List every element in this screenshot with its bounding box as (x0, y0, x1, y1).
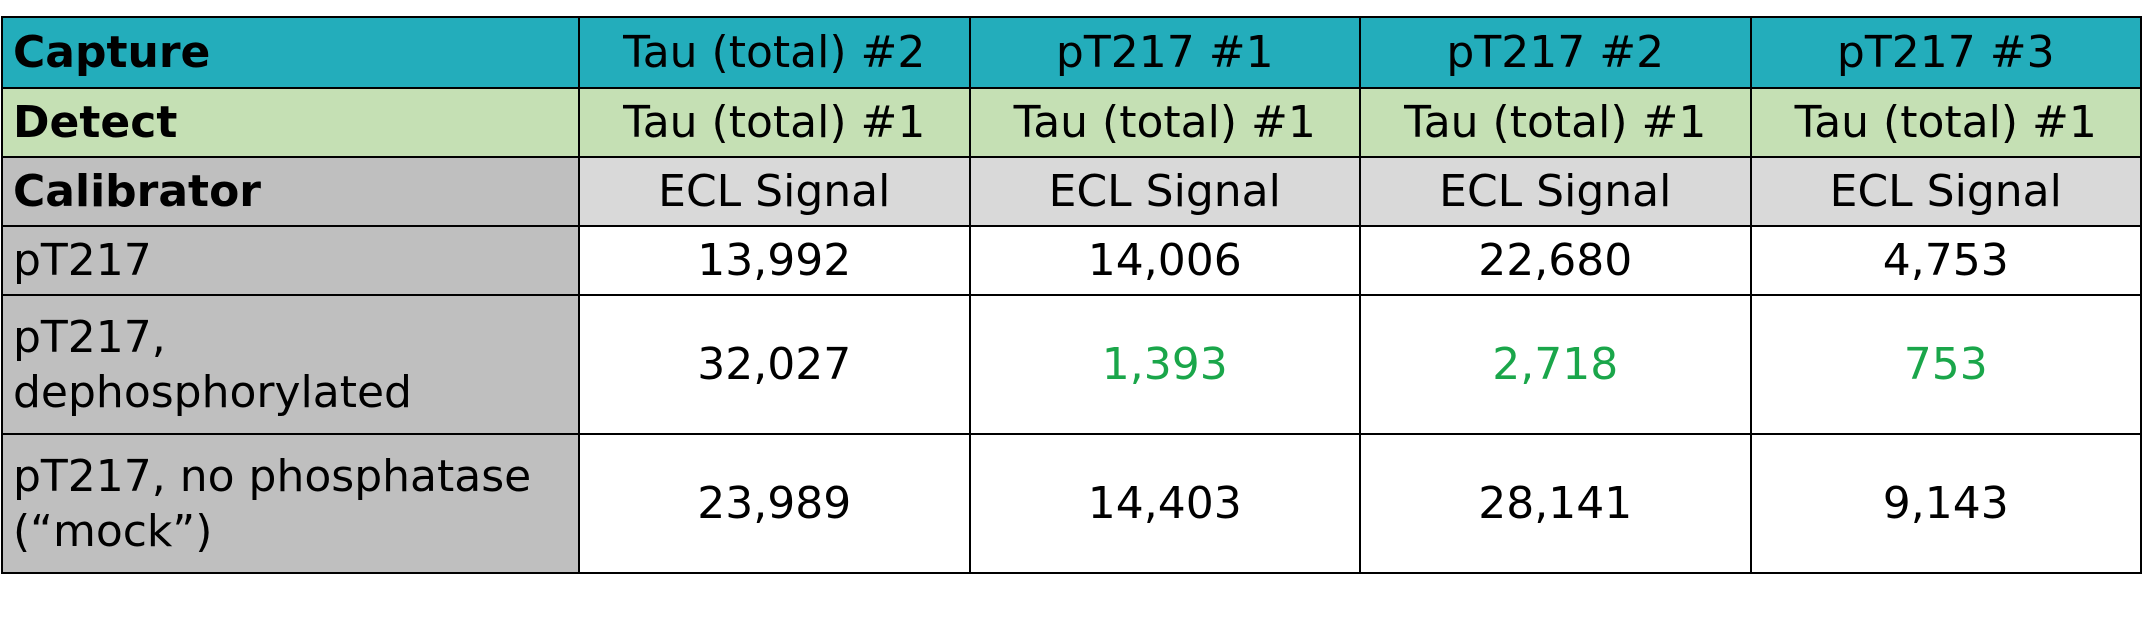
value-cell: 753 (1749, 294, 2142, 435)
value-cell: 9,143 (1749, 433, 2142, 574)
data-table: Capture Tau (total) #2 pT217 #1 pT217 #2 pT2… (1, 16, 2142, 574)
cell-text: ECL Signal (1829, 166, 2062, 217)
value-text: 28,141 (1478, 478, 1633, 529)
header-row: Calibrator ECL Signal ECL Signal ECL Signal… (1, 156, 2142, 227)
header-label: Capture (1, 16, 580, 89)
value-text: 32,027 (697, 339, 852, 390)
header-cell: Tau (total) #2 (578, 16, 971, 89)
value-text: 753 (1903, 339, 1988, 390)
cell-text: ECL Signal (1439, 166, 1672, 217)
row-label: pT217, no phosphatase (“mock”) (1, 433, 580, 574)
row-label: pT217, dephosphorylated (1, 294, 580, 435)
header-label: Detect (1, 87, 580, 158)
header-cell: pT217 #3 (1749, 16, 2142, 89)
value-text: 22,680 (1478, 235, 1633, 286)
value-text: 1,393 (1101, 339, 1228, 390)
cell-text: ECL Signal (1048, 166, 1281, 217)
value-text: 2,718 (1492, 339, 1619, 390)
header-cell: Tau (total) #1 (968, 87, 1361, 158)
value-cell: 13,992 (578, 225, 971, 296)
data-row: pT217, dephosphorylated 32,027 1,393 2,718 75… (1, 294, 2142, 435)
value-cell: 14,403 (968, 433, 1361, 574)
cell-text: Tau (total) #2 (623, 27, 926, 78)
label-text: pT217, no phosphatase (13, 450, 532, 502)
value-cell: 28,141 (1359, 433, 1752, 574)
label-text: pT217 (13, 235, 152, 286)
cell-text: Tau (total) #1 (1794, 97, 2097, 148)
value-cell: 14,006 (968, 225, 1361, 296)
cell-text: Tau (total) #1 (1013, 97, 1316, 148)
header-cell: ECL Signal (1359, 156, 1752, 227)
header-cell: ECL Signal (578, 156, 971, 227)
label-text: Calibrator (13, 166, 261, 217)
value-text: 23,989 (697, 478, 852, 529)
row-label: pT217 (1, 225, 580, 296)
cell-text: ECL Signal (658, 166, 891, 217)
cell-text: pT217 #3 (1836, 27, 2055, 78)
header-row: Capture Tau (total) #2 pT217 #1 pT217 #2 pT2… (1, 16, 2142, 89)
value-text: 13,992 (697, 235, 852, 286)
cell-text: pT217 #2 (1446, 27, 1665, 78)
header-cell: pT217 #1 (968, 16, 1361, 89)
data-row: pT217 13,992 14,006 22,680 4,753 (1, 225, 2142, 296)
cell-text: Tau (total) #1 (1404, 97, 1707, 148)
label-text: Capture (13, 27, 211, 78)
label-text: Detect (13, 97, 178, 148)
cell-text: Tau (total) #1 (623, 97, 926, 148)
value-cell: 4,753 (1749, 225, 2142, 296)
value-text: 9,143 (1882, 478, 2009, 529)
header-label: Calibrator (1, 156, 580, 227)
value-text: 14,403 (1087, 478, 1242, 529)
header-cell: pT217 #2 (1359, 16, 1752, 89)
label-text: (“mock”) (13, 505, 213, 557)
header-row: Detect Tau (total) #1 Tau (total) #1 Tau (t… (1, 87, 2142, 158)
label-text: dephosphorylated (13, 366, 412, 418)
header-cell: ECL Signal (1749, 156, 2142, 227)
value-cell: 22,680 (1359, 225, 1752, 296)
header-cell: ECL Signal (968, 156, 1361, 227)
value-cell: 32,027 (578, 294, 971, 435)
header-cell: Tau (total) #1 (1359, 87, 1752, 158)
data-row: pT217, no phosphatase (“mock”) 23,989 14,40… (1, 433, 2142, 574)
header-cell: Tau (total) #1 (578, 87, 971, 158)
header-cell: Tau (total) #1 (1749, 87, 2142, 158)
value-cell: 1,393 (968, 294, 1361, 435)
cell-text: pT217 #1 (1055, 27, 1274, 78)
value-text: 14,006 (1087, 235, 1242, 286)
value-cell: 23,989 (578, 433, 971, 574)
label-text: pT217, (13, 311, 166, 363)
value-text: 4,753 (1882, 235, 2009, 286)
value-cell: 2,718 (1359, 294, 1752, 435)
